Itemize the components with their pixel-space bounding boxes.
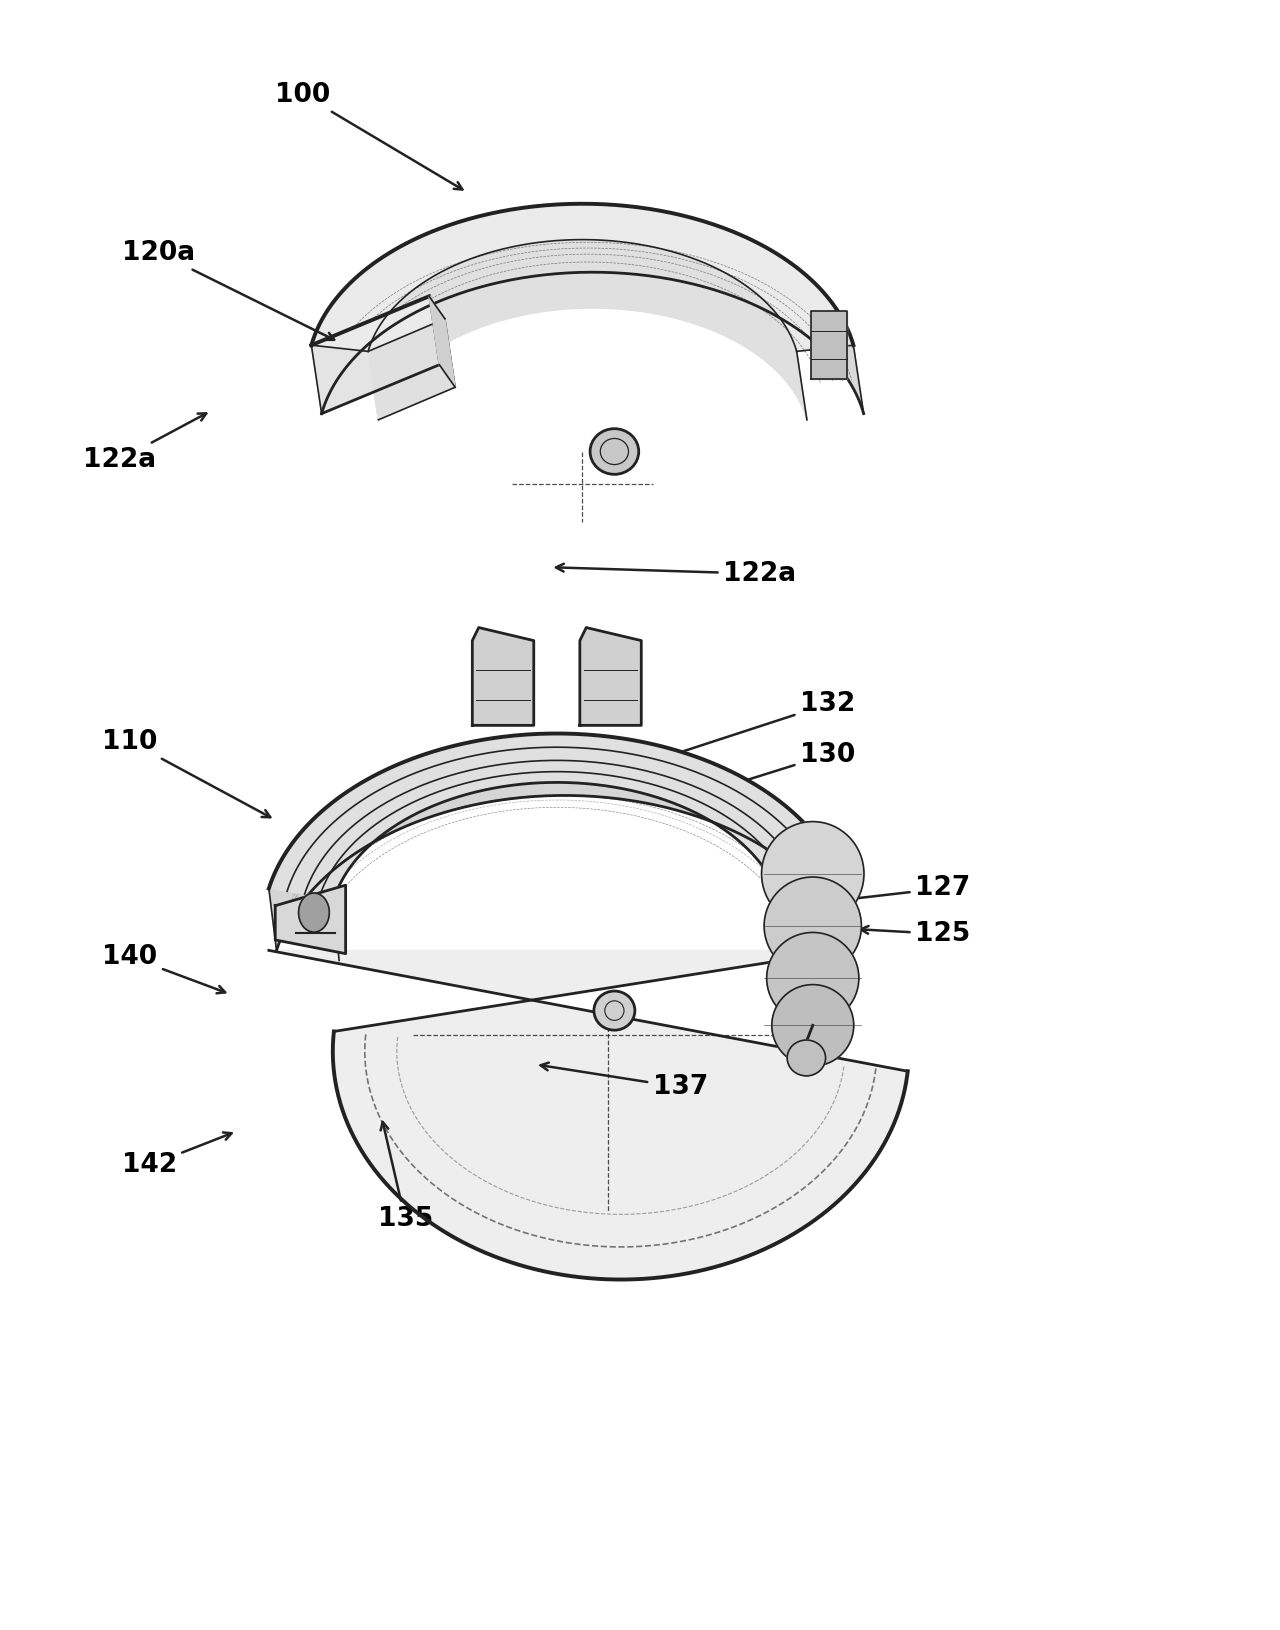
Polygon shape (472, 628, 534, 725)
Polygon shape (812, 311, 847, 380)
Polygon shape (311, 204, 854, 352)
Polygon shape (369, 319, 456, 421)
Ellipse shape (590, 429, 639, 474)
Text: 135: 135 (378, 1121, 433, 1232)
Text: 140: 140 (102, 944, 225, 993)
Text: 122a: 122a (556, 561, 796, 587)
Polygon shape (580, 628, 641, 725)
Text: 100: 100 (275, 82, 462, 189)
Polygon shape (275, 885, 346, 954)
Text: 122a: 122a (83, 414, 206, 473)
Ellipse shape (762, 822, 864, 926)
Polygon shape (369, 240, 806, 421)
Polygon shape (429, 297, 442, 365)
Ellipse shape (772, 985, 854, 1066)
Polygon shape (311, 297, 429, 414)
Polygon shape (311, 204, 864, 414)
Polygon shape (429, 297, 456, 388)
Text: 130: 130 (703, 742, 855, 795)
Text: 120a: 120a (122, 240, 334, 341)
Polygon shape (311, 297, 445, 352)
Text: 132: 132 (658, 691, 855, 761)
Ellipse shape (594, 991, 635, 1030)
Polygon shape (269, 734, 852, 950)
Text: 142: 142 (122, 1133, 232, 1178)
Ellipse shape (787, 1040, 826, 1076)
Ellipse shape (767, 932, 859, 1024)
Polygon shape (269, 950, 908, 1280)
Text: 127: 127 (835, 875, 970, 903)
Text: 137: 137 (540, 1063, 708, 1100)
Circle shape (298, 893, 329, 932)
Polygon shape (269, 734, 845, 898)
Text: 110: 110 (102, 729, 270, 817)
Text: 125: 125 (860, 921, 970, 947)
Ellipse shape (764, 877, 861, 975)
